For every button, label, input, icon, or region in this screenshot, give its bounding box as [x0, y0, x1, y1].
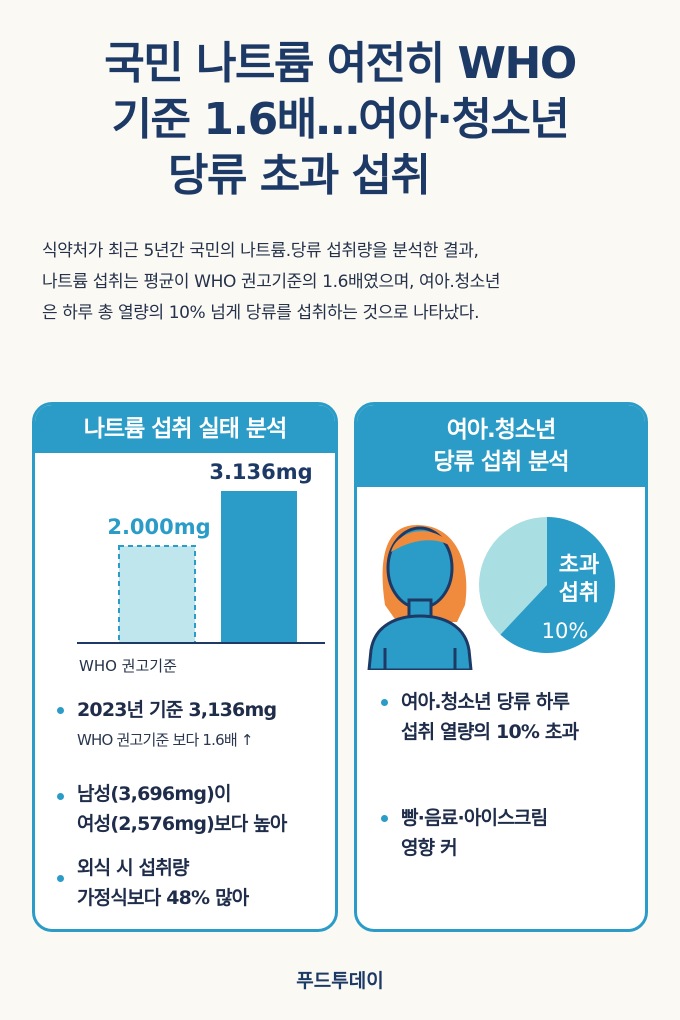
- sugar-bullet-1: 여아.청소년 당류 하루 섭취 열량의 10% 초과: [381, 687, 579, 747]
- pie-label-line-2: 섭취: [559, 581, 599, 606]
- bullet-text: 여성(2,576mg)보다 높아: [77, 813, 287, 835]
- sugar-card: 여아.청소년 당류 섭취 분석 초과 섭취 10% 여아.청소년 당류 하루 섭…: [354, 402, 648, 932]
- intro-line-1: 식약처가 최근 5년간 국민의 나트륨.당류 섭취량을 분석한 결과,: [42, 241, 479, 261]
- bar-who-standard: [118, 545, 196, 644]
- sugar-bullet-2: 빵·음료·아이스크림 영향 커: [381, 803, 548, 863]
- bullet-text: 가정식보다 48% 많아: [77, 887, 249, 909]
- pie-label-line-1: 초과: [559, 553, 599, 578]
- bullet-text: 2023년 기준 3,136mg: [77, 699, 277, 721]
- bullet-text: 외식 시 섭취량: [77, 857, 190, 879]
- bar-actual-value-label: 3.136mg: [209, 460, 312, 484]
- sugar-illustration: 초과 섭취 10%: [367, 517, 615, 670]
- sodium-bullet-3: 외식 시 섭취량 가정식보다 48% 많아: [57, 853, 249, 913]
- pie-percent-label: 10%: [542, 619, 589, 643]
- bullet-subtext: WHO 권고기준 보다 1.6배 ↑: [77, 731, 253, 749]
- bullet-dot: [57, 875, 64, 882]
- sugar-header-line-2: 당류 섭취 분석: [433, 449, 570, 475]
- bullet-text: 여아.청소년 당류 하루: [401, 691, 570, 713]
- x-axis-label: WHO 권고기준: [79, 657, 177, 675]
- bullet-text: 섭취 열량의 10% 초과: [401, 721, 579, 743]
- sodium-card-header: 나트륨 섭취 실태 분석: [35, 405, 335, 453]
- intro-line-2: 나트륨 섭취는 평균이 WHO 권고기준의 1.6배였으며, 여아.청소년: [42, 272, 501, 292]
- intro-paragraph: 식약처가 최근 5년간 국민의 나트륨.당류 섭취량을 분석한 결과, 나트륨 …: [42, 236, 652, 329]
- source-credit: 푸드투데이: [296, 970, 384, 992]
- headline-line-3: 당류 초과 섭취: [168, 150, 431, 201]
- bullet-text: 남성(3,696mg)이: [77, 783, 232, 805]
- sugar-header-line-1: 여아.청소년: [446, 417, 557, 443]
- sugar-card-header: 여아.청소년 당류 섭취 분석: [357, 405, 645, 487]
- sodium-bar-chart: 2.000mg 3.136mg WHO 권고기준: [77, 460, 325, 675]
- pie-slice-excess: [500, 517, 615, 653]
- headline-line-1: 국민 나트륨 여전히 WHO: [104, 38, 577, 89]
- bullet-dot: [381, 699, 388, 706]
- headline-line-2: 기준 1.6배…여아·청소년: [111, 94, 570, 145]
- bullet-dot: [381, 815, 388, 822]
- intro-line-3: 은 하루 총 열량의 10% 넘게 당류를 섭취하는 것으로 나타났다.: [42, 303, 480, 323]
- sodium-card: 나트륨 섭취 실태 분석 2.000mg 3.136mg WHO 권고기준 20…: [32, 402, 338, 932]
- bullet-dot: [57, 793, 64, 800]
- sodium-bullet-2: 남성(3,696mg)이 여성(2,576mg)보다 높아: [57, 779, 287, 839]
- sodium-bullet-1: 2023년 기준 3,136mg WHO 권고기준 보다 1.6배 ↑: [57, 695, 277, 755]
- girl-icon: [367, 525, 473, 670]
- bar-actual-intake: [221, 491, 297, 643]
- bullet-text: 빵·음료·아이스크림: [401, 807, 548, 829]
- sugar-pie-chart: 초과 섭취 10%: [479, 517, 615, 653]
- bullet-text: 영향 커: [401, 837, 458, 859]
- bar-who-value-label: 2.000mg: [107, 515, 210, 539]
- bullet-dot: [57, 707, 64, 714]
- headline: 국민 나트륨 여전히 WHO 기준 1.6배…여아·청소년 당류 초과 섭취: [0, 36, 680, 204]
